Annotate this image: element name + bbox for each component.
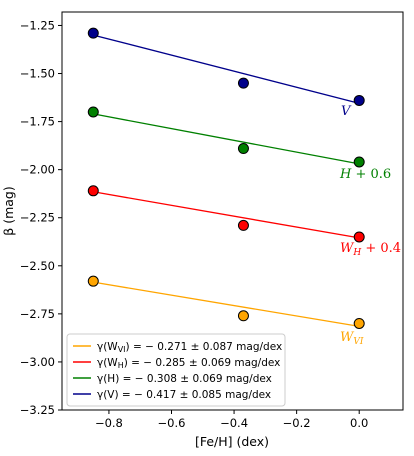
legend-entry: γ(WVI) = − 0.271 ± 0.087 mag/dex <box>97 341 282 354</box>
y-tick-label: −2.25 <box>20 211 55 225</box>
x-tick-label: −0.8 <box>95 416 123 430</box>
series-label: H + 0.6 <box>339 167 391 182</box>
x-tick-label: −0.6 <box>158 416 186 430</box>
legend-box <box>66 333 286 407</box>
y-tick-label: −2.50 <box>20 259 55 273</box>
data-point <box>87 27 99 39</box>
data-point <box>87 185 99 197</box>
plot-marks <box>87 27 365 329</box>
series-label: V <box>341 104 352 119</box>
y-tick-label: −3.25 <box>20 403 55 417</box>
data-point <box>237 219 249 231</box>
legend-entry: γ(WH) = − 0.285 ± 0.069 mag/dex <box>97 357 280 370</box>
data-point <box>237 143 249 155</box>
data-point <box>237 310 249 322</box>
y-tick-label: −3.00 <box>20 355 55 369</box>
data-point <box>353 317 365 329</box>
data-point <box>353 156 365 168</box>
data-point <box>353 231 365 243</box>
y-tick-label: −1.50 <box>20 67 55 81</box>
x-axis: −0.8 −0.6 −0.4 −0.2 0.0 <box>95 410 368 430</box>
series-label: WH + 0.4 <box>340 241 401 258</box>
series-labels: V H + 0.6 WH + 0.4 WVI <box>339 104 401 347</box>
fit-line <box>93 34 360 104</box>
y-tick-label: −2.75 <box>20 307 55 321</box>
fit-line <box>93 113 360 165</box>
x-axis-title: [Fe/H] (dex) <box>195 434 269 449</box>
plot-frame <box>61 11 404 411</box>
fit-line <box>93 191 360 239</box>
legend: γ(WVI) = − 0.271 ± 0.087 mag/dex γ(WH) = … <box>66 333 286 407</box>
y-axis-title: β (mag) <box>1 186 16 235</box>
y-tick-label: −1.25 <box>20 18 55 32</box>
series-label: WVI <box>340 330 364 347</box>
legend-entry: γ(H) = − 0.308 ± 0.069 mag/dex <box>97 373 272 385</box>
data-point <box>87 106 99 118</box>
legend-entry: γ(V) = − 0.417 ± 0.085 mag/dex <box>97 389 271 401</box>
x-tick-label: −0.4 <box>220 416 248 430</box>
y-tick-label: −2.00 <box>20 163 55 177</box>
x-tick-label: −0.2 <box>283 416 311 430</box>
x-tick-label: 0.0 <box>350 416 368 430</box>
fit-line <box>93 281 360 328</box>
y-axis: −3.25 −3.00 −2.75 −2.50 −2.25 −2.00 −1.75 −1.50… <box>20 18 62 417</box>
data-point <box>353 94 365 106</box>
data-point <box>237 77 249 89</box>
y-tick-label: −1.75 <box>20 115 55 129</box>
data-point <box>87 275 99 287</box>
